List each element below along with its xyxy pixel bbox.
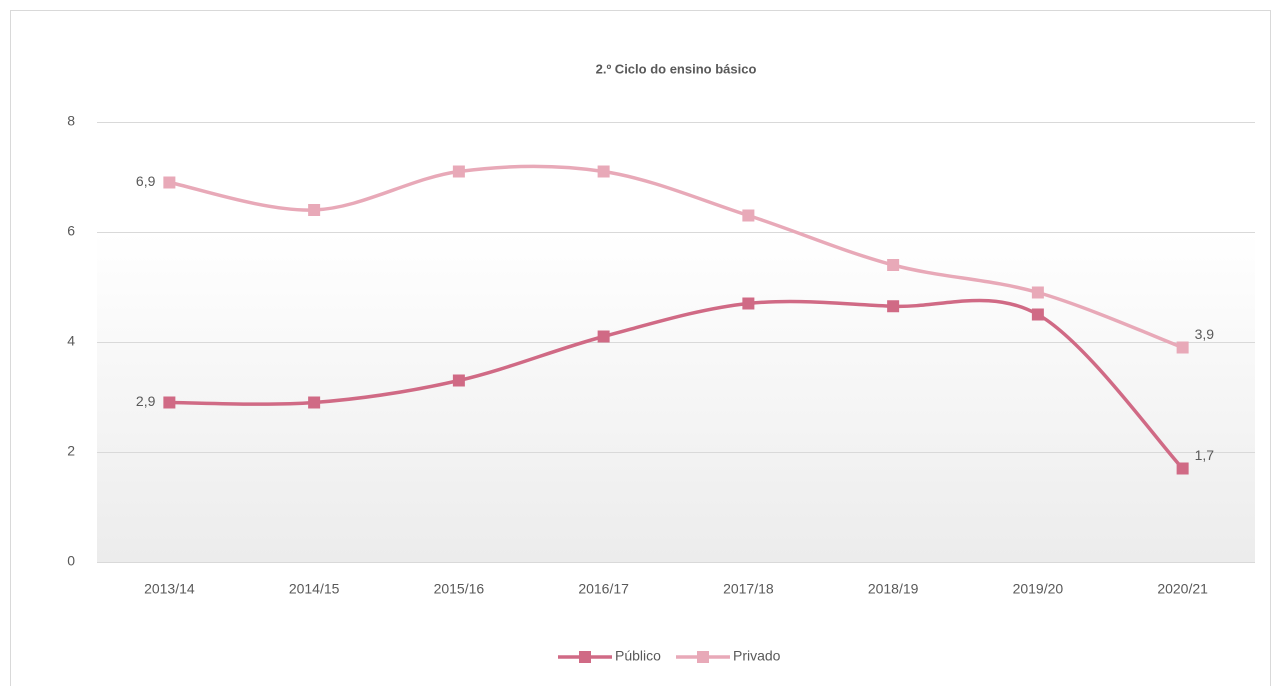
y-tick-label: 4 — [67, 333, 75, 349]
data-label: 2,9 — [136, 393, 156, 409]
x-tick-label: 2019/20 — [1013, 581, 1064, 597]
marker — [1031, 308, 1044, 321]
marker — [1031, 286, 1044, 299]
data-label: 1,7 — [1195, 447, 1215, 463]
marker — [742, 209, 755, 222]
y-tick-label: 0 — [67, 553, 75, 569]
series-line — [169, 164, 1184, 350]
chart-title: 2.º Ciclo do ensino básico — [596, 61, 757, 76]
y-tick-label: 8 — [67, 113, 75, 129]
x-tick-label: 2014/15 — [289, 581, 340, 597]
marker — [887, 300, 900, 313]
marker — [742, 297, 755, 310]
marker — [163, 176, 176, 189]
marker — [1176, 462, 1189, 475]
legend-marker — [697, 651, 709, 663]
marker — [163, 396, 176, 409]
data-label: 6,9 — [136, 173, 156, 189]
y-tick-label: 2 — [67, 443, 75, 459]
legend-label: Público — [615, 648, 661, 664]
marker — [1176, 341, 1189, 354]
marker — [308, 204, 321, 216]
x-tick-label: 2013/14 — [144, 581, 195, 597]
y-tick-label: 6 — [67, 223, 75, 239]
marker — [308, 396, 321, 409]
data-label: 3,9 — [1195, 326, 1215, 342]
marker — [597, 165, 610, 178]
marker — [597, 330, 610, 343]
marker — [452, 374, 465, 387]
x-tick-label: 2017/18 — [723, 581, 774, 597]
legend-label: Privado — [733, 648, 781, 664]
legend-marker — [579, 651, 591, 663]
x-tick-label: 2015/16 — [434, 581, 485, 597]
x-tick-label: 2016/17 — [578, 581, 629, 597]
x-tick-label: 2018/19 — [868, 581, 919, 597]
x-tick-label: 2020/21 — [1157, 581, 1208, 597]
marker — [887, 259, 900, 271]
marker — [452, 165, 465, 178]
